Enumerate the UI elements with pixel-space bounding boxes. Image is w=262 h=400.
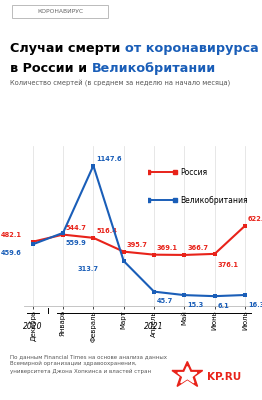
Text: Великобритании: Великобритании: [92, 62, 216, 75]
Text: 559.9: 559.9: [66, 240, 86, 246]
Text: 544.7: 544.7: [66, 225, 87, 231]
Text: 16.3: 16.3: [248, 302, 262, 308]
Text: 376.1: 376.1: [217, 262, 238, 268]
Text: 2020: 2020: [23, 322, 42, 331]
Text: 516.4: 516.4: [96, 228, 117, 234]
FancyBboxPatch shape: [13, 5, 108, 18]
Text: 366.7: 366.7: [187, 245, 208, 251]
Text: 6.1: 6.1: [217, 303, 229, 309]
Text: Случаи смерти: Случаи смерти: [10, 42, 125, 55]
Text: 313.7: 313.7: [78, 266, 99, 272]
Text: Количество смертей (в среднем за неделю на начало месяца): Количество смертей (в среднем за неделю …: [10, 80, 231, 87]
Polygon shape: [172, 362, 203, 386]
Polygon shape: [178, 366, 197, 383]
Text: По данным Financial Times на основе анализа данных
Всемирной организации здравоо: По данным Financial Times на основе анал…: [10, 354, 167, 374]
Text: 2021: 2021: [144, 322, 164, 331]
Text: 45.7: 45.7: [157, 298, 173, 304]
Text: KP.RU: KP.RU: [207, 372, 241, 382]
Text: 459.6: 459.6: [1, 250, 21, 256]
Text: 395.7: 395.7: [127, 242, 147, 248]
Text: КОРОНАВИРУС: КОРОНАВИРУС: [37, 9, 83, 14]
Text: 1147.6: 1147.6: [96, 156, 122, 162]
Text: 482.1: 482.1: [1, 232, 21, 238]
Text: в России и: в России и: [10, 62, 92, 75]
Text: 369.1: 369.1: [157, 245, 178, 251]
Text: 622.1: 622.1: [248, 216, 262, 222]
Text: от коронавирурса: от коронавирурса: [125, 42, 259, 55]
Text: 15.3: 15.3: [187, 302, 203, 308]
